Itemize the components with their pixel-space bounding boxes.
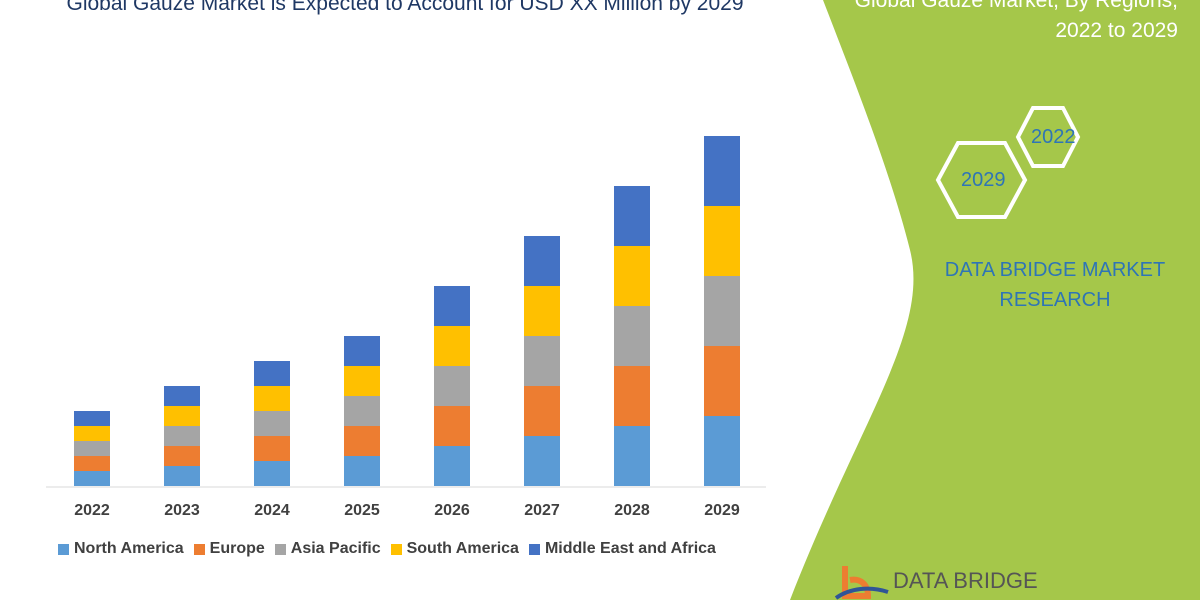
bar-segment-2024-north-america (254, 461, 290, 486)
x-tick-label: 2022 (74, 502, 110, 519)
bar-segment-2027-europe (524, 386, 560, 436)
bar-segment-2024-asia-pacific (254, 411, 290, 436)
x-tick-label: 2026 (434, 502, 470, 519)
bar-segment-2023-south-america (164, 406, 200, 426)
hex-label-2022: 2022 (1031, 126, 1076, 148)
bar-segment-2028-europe (614, 366, 650, 426)
x-tick-label: 2028 (614, 502, 650, 519)
legend-item-north-america: North America (58, 540, 184, 558)
bar-segment-2023-north-america (164, 466, 200, 486)
x-tick-label: 2024 (254, 502, 290, 519)
hexagon-2022 (1015, 106, 1081, 168)
bar-segment-2024-south-america (254, 386, 290, 411)
green-panel (790, 0, 1200, 600)
legend-swatch (390, 543, 402, 555)
legend-item-middle-east-africa: Middle East and Africa (528, 540, 716, 558)
bar-segment-2023-asia-pacific (164, 426, 200, 446)
bar-segment-2028-south-america (614, 246, 650, 306)
bar-segment-2025-asia-pacific (344, 396, 380, 426)
logo-icon (834, 566, 889, 600)
bar-segment-2026-north-america (434, 446, 470, 486)
legend: North America Europe Asia Pacific South … (58, 540, 716, 558)
legend-label: South America (406, 540, 519, 557)
bar-segment-2022-asia-pacific (74, 441, 110, 456)
bar-segment-2029-asia-pacific (704, 276, 740, 346)
legend-item-south-america: South America (390, 540, 519, 558)
bar-segment-2028-asia-pacific (614, 306, 650, 366)
panel-title: Global Gauze Market, By Regions, 2022 to… (854, 0, 1178, 42)
legend-item-europe: Europe (193, 540, 265, 558)
bar-segment-2022-middle-east-and-africa (74, 411, 110, 426)
bar-segment-2026-south-america (434, 326, 470, 366)
bar-segment-2026-asia-pacific (434, 366, 470, 406)
bar-segment-2029-south-america (704, 206, 740, 276)
legend-label: Middle East and Africa (544, 540, 716, 557)
bar-segment-2024-middle-east-and-africa (254, 361, 290, 386)
bar-segment-2023-europe (164, 446, 200, 466)
bar-segment-2029-north-america (704, 416, 740, 486)
bar-segment-2025-europe (344, 426, 380, 456)
x-tick-label: 2023 (164, 502, 200, 519)
hexagon-2029 (935, 141, 1028, 219)
legend-swatch (58, 543, 69, 555)
bar-segment-2028-north-america (614, 426, 650, 486)
bar-segment-2025-south-america (344, 366, 380, 396)
legend-label: Asia Pacific (290, 540, 381, 557)
bar-segment-2022-south-america (74, 426, 110, 441)
legend-item-asia-pacific: Asia Pacific (274, 540, 381, 558)
bar-segment-2026-middle-east-and-africa (434, 286, 470, 326)
bar-segment-2022-europe (74, 456, 110, 471)
legend-label: North America (74, 540, 184, 557)
bar-segment-2028-middle-east-and-africa (614, 186, 650, 246)
logo-text: DATA BRIDGE (893, 568, 1038, 593)
bar-segment-2029-europe (704, 346, 740, 416)
legend-label: Europe (209, 540, 265, 557)
bar-segment-2022-north-america (74, 471, 110, 486)
bar-segment-2025-middle-east-and-africa (344, 336, 380, 366)
bar-segment-2023-middle-east-and-africa (164, 386, 200, 406)
bar-segment-2027-asia-pacific (524, 336, 560, 386)
bar-segment-2027-north-america (524, 436, 560, 486)
bar-segment-2026-europe (434, 406, 470, 446)
hex-label-2029: 2029 (961, 169, 1006, 191)
chart-title: Global Gauze Market is Expected to Accou… (66, 0, 744, 15)
legend-swatch (274, 543, 286, 555)
x-tick-label: 2029 (704, 502, 740, 519)
x-tick-label: 2027 (524, 502, 560, 519)
bar-segment-2027-south-america (524, 286, 560, 336)
x-tick-label: 2025 (344, 502, 380, 519)
legend-swatch (193, 543, 205, 555)
brand-text: DATA BRIDGE MARKET RESEARCH (944, 259, 1166, 311)
bar-segment-2024-europe (254, 436, 290, 461)
bar-segment-2027-middle-east-and-africa (524, 236, 560, 286)
bar-segment-2029-middle-east-and-africa (704, 136, 740, 206)
bar-segment-2025-north-america (344, 456, 380, 486)
legend-swatch (528, 543, 540, 555)
bars (74, 136, 740, 486)
